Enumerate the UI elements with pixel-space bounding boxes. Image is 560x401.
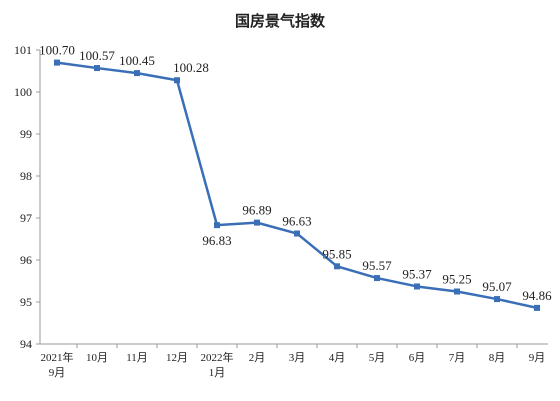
x-tick-label: 3月 (289, 352, 306, 364)
y-tick-label: 98 (20, 169, 32, 183)
data-label: 96.83 (202, 233, 231, 248)
x-axis-ticks: 2021年 9月 10月 11月 12月 2022年 1月 2月 3月 4月 5月 6月 7月 8月 9月 (41, 344, 546, 379)
y-axis-ticks: 94 95 96 97 98 99 100 101 (14, 43, 40, 351)
x-tick-label: 1月 (209, 367, 226, 379)
x-tick-label: 8月 (489, 352, 506, 364)
data-point (374, 275, 380, 282)
x-tick-label: 6月 (409, 352, 426, 364)
x-tick-label: 9月 (529, 352, 546, 364)
y-tick-label: 100 (14, 85, 32, 99)
data-label: 95.07 (482, 279, 512, 294)
x-tick-label: 11月 (126, 352, 148, 364)
x-tick-label: 9月 (49, 367, 66, 379)
data-series (54, 59, 540, 311)
data-label: 100.45 (119, 53, 155, 68)
data-point (174, 77, 180, 84)
data-point (254, 219, 260, 226)
x-tick-label: 2月 (249, 352, 266, 364)
data-label: 100.57 (79, 48, 115, 63)
data-label: 95.37 (402, 266, 432, 281)
data-point (534, 304, 540, 311)
y-tick-label: 95 (20, 295, 32, 309)
x-tick-label: 5月 (369, 352, 386, 364)
y-tick-label: 97 (20, 211, 32, 225)
data-point (134, 70, 140, 77)
y-tick-label: 99 (20, 127, 32, 141)
data-point (94, 65, 100, 72)
data-label: 96.89 (242, 203, 271, 218)
data-label: 94.86 (522, 288, 552, 303)
x-tick-label: 12月 (166, 352, 188, 364)
data-label: 95.85 (322, 246, 351, 261)
data-point (54, 59, 60, 66)
data-label: 96.63 (282, 214, 311, 229)
x-tick-label: 2022年 (201, 350, 234, 364)
x-tick-label: 4月 (329, 352, 346, 364)
data-label: 100.70 (39, 43, 75, 58)
data-label: 95.57 (362, 258, 392, 273)
x-tick-label: 2021年 (41, 350, 74, 364)
chart-title: 国房景气指数 (235, 12, 326, 30)
data-point (294, 230, 300, 237)
y-tick-label: 94 (20, 337, 32, 351)
axes (39, 50, 548, 345)
data-label: 95.25 (442, 272, 471, 287)
data-point (334, 263, 340, 270)
x-tick-label: 7月 (449, 352, 466, 364)
y-tick-label: 101 (14, 43, 32, 57)
data-point (414, 283, 420, 290)
data-point (214, 222, 220, 229)
data-point (454, 288, 460, 295)
data-label: 100.28 (173, 60, 209, 75)
y-tick-label: 96 (20, 253, 32, 267)
x-tick-label: 10月 (86, 352, 108, 364)
data-labels: 100.70 100.57 100.45 100.28 96.83 96.89 96.63 9… (39, 43, 552, 303)
data-point (494, 296, 500, 303)
